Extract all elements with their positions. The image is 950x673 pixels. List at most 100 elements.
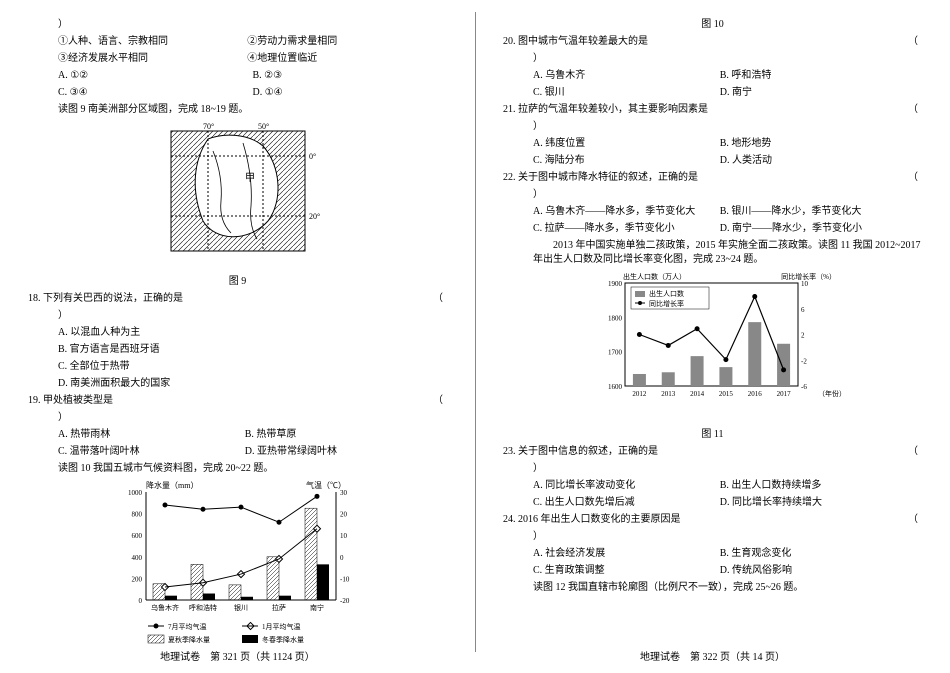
svg-text:-2: -2 <box>801 357 807 365</box>
q21-close: ） <box>503 120 922 134</box>
optC: C. ③④ <box>58 86 253 100</box>
q23-text: 23. 关于图中信息的叙述，正确的是 <box>503 446 658 457</box>
lat0: 0° <box>309 152 316 161</box>
lon70: 70° <box>203 122 214 131</box>
svg-text:400: 400 <box>131 554 142 562</box>
svg-text:1600: 1600 <box>608 383 623 391</box>
roman3: ③经济发展水平相同 <box>58 52 245 66</box>
q24C: C. 生育政策调整 <box>533 564 720 578</box>
svg-text:同比增长率: 同比增长率 <box>649 299 684 308</box>
svg-text:0: 0 <box>340 554 344 562</box>
optB: B. ②③ <box>253 69 448 83</box>
close-paren: ） <box>28 18 447 32</box>
figure-10: 降水量（mm）气温（℃）02004006008001000-20-1001020… <box>98 480 378 673</box>
paren5: （ <box>908 171 918 185</box>
opt-row2: C. ③④ D. ①④ <box>28 86 447 100</box>
q22D: D. 南宁——降水少，季节变化小 <box>720 222 907 236</box>
fig11-intro: 2013 年中国实施单独二孩政策，2015 年实施全面二孩政策。读图 11 我国… <box>503 239 922 267</box>
left-footer: 地理试卷 第 321 页（共 1124 页） <box>0 648 475 663</box>
svg-text:2: 2 <box>801 332 805 340</box>
svg-text:6: 6 <box>801 306 805 314</box>
svg-text:-6: -6 <box>801 383 807 391</box>
q19A: A. 热带雨林 <box>58 428 245 442</box>
svg-text:夏秋季降水量: 夏秋季降水量 <box>168 635 210 644</box>
right-footer: 地理试卷 第 322 页（共 14 页） <box>475 648 950 663</box>
q22-text: 22. 关于图中城市降水特征的叙述，正确的是 <box>503 172 698 183</box>
svg-text:乌鲁木齐: 乌鲁木齐 <box>151 603 179 612</box>
q19D: D. 亚热带常绿阔叶林 <box>245 445 432 459</box>
q18-close: ） <box>28 309 447 323</box>
svg-text:20: 20 <box>340 511 348 519</box>
q23: 23. 关于图中信息的叙述，正确的是 （ <box>503 445 922 459</box>
q19: 19. 甲处植被类型是 （ <box>28 394 447 408</box>
left-page: ） ①人种、语言、宗教相同 ②劳动力需求量相同 ③经济发展水平相同 ④地理位置临… <box>0 0 475 671</box>
q22: 22. 关于图中城市降水特征的叙述，正确的是 （ <box>503 171 922 185</box>
q23row1: A. 同比增长率波动变化B. 出生人口数持续增多 <box>503 479 922 493</box>
q19-close: ） <box>28 411 447 425</box>
q22B: B. 银川——降水少，季节变化大 <box>720 205 907 219</box>
q18A: A. 以混血人种为主 <box>28 326 447 340</box>
q20A: A. 乌鲁木齐 <box>533 69 720 83</box>
q20C: C. 银川 <box>533 86 720 100</box>
q22-close: ） <box>503 188 922 202</box>
q22C: C. 拉萨——降水多，季节变化小 <box>533 222 720 236</box>
lon50: 50° <box>258 122 269 131</box>
fig10-intro: 读图 10 我国五城市气候资料图，完成 20~22 题。 <box>28 462 447 476</box>
svg-text:2015: 2015 <box>718 390 733 398</box>
svg-text:0: 0 <box>138 597 142 605</box>
paren2: （ <box>433 394 443 408</box>
q20row2: C. 银川D. 南宁 <box>503 86 922 100</box>
q24row2: C. 生育政策调整D. 传统风俗影响 <box>503 564 922 578</box>
q24B: B. 生育观念变化 <box>720 547 907 561</box>
svg-text:1700: 1700 <box>608 349 623 357</box>
q23-close: ） <box>503 462 922 476</box>
roman-row1: ①人种、语言、宗教相同 ②劳动力需求量相同 <box>28 35 447 49</box>
fig9-label: 甲 <box>245 173 255 184</box>
q21B: B. 地形地势 <box>720 137 907 151</box>
svg-text:-10: -10 <box>340 575 350 583</box>
right-page: 图 10 20. 图中城市气温年较差最大的是（ ） A. 乌鲁木齐B. 呼和浩特… <box>475 0 950 671</box>
svg-text:降水量（mm）: 降水量（mm） <box>146 480 198 490</box>
q24row1: A. 社会经济发展B. 生育观念变化 <box>503 547 922 561</box>
fig9-intro: 读图 9 南美洲部分区域图，完成 18~19 题。 <box>28 103 447 117</box>
svg-text:10: 10 <box>340 532 348 540</box>
q21-text: 21. 拉萨的气温年较差较小，其主要影响因素是 <box>503 104 708 115</box>
optA: A. ①② <box>58 69 253 83</box>
q21row1: A. 纬度位置B. 地形地势 <box>503 137 922 151</box>
q19-text: 19. 甲处植被类型是 <box>28 395 113 406</box>
paren6: （ <box>908 445 918 459</box>
paren7: （ <box>908 513 918 527</box>
q23B: B. 出生人口数持续增多 <box>720 479 907 493</box>
svg-text:1800: 1800 <box>608 314 623 322</box>
svg-text:出生人口数: 出生人口数 <box>649 289 684 298</box>
svg-text:2017: 2017 <box>776 390 791 398</box>
q18B: B. 官方语言是西班牙语 <box>28 343 447 357</box>
svg-text:1900: 1900 <box>608 280 623 288</box>
svg-text:30: 30 <box>340 489 348 497</box>
optD: D. ①④ <box>253 86 448 100</box>
roman-row2: ③经济发展水平相同 ④地理位置临近 <box>28 52 447 66</box>
q22row2: C. 拉萨——降水多，季节变化小D. 南宁——降水少，季节变化小 <box>503 222 922 236</box>
q18-text: 18. 下列有关巴西的说法，正确的是 <box>28 293 183 304</box>
q23row2: C. 出生人口数先增后减D. 同比增长率持续增大 <box>503 496 922 510</box>
fig11-caption: 图 11 <box>503 428 922 442</box>
svg-text:出生人口数（万人）: 出生人口数（万人） <box>623 272 686 281</box>
q22A: A. 乌鲁木齐——降水多，季节变化大 <box>533 205 720 219</box>
q24A: A. 社会经济发展 <box>533 547 720 561</box>
svg-text:南宁: 南宁 <box>310 603 324 612</box>
q24-text: 24. 2016 年出生人口数变化的主要原因是 <box>503 514 681 525</box>
svg-text:冬春季降水量: 冬春季降水量 <box>262 635 304 644</box>
q19B: B. 热带草原 <box>245 428 432 442</box>
q24-close: ） <box>503 530 922 544</box>
paren3: （ <box>908 35 918 49</box>
fig9-caption: 图 9 <box>28 275 447 289</box>
figure-11: 出生人口数（万人）同比增长率（%）1600170018001900-6-2261… <box>583 271 843 424</box>
q20D: D. 南宁 <box>720 86 907 100</box>
q23A: A. 同比增长率波动变化 <box>533 479 720 493</box>
q21row2: C. 海陆分布D. 人类活动 <box>503 154 922 168</box>
q19row2: C. 温带落叶阔叶林D. 亚热带常绿阔叶林 <box>28 445 447 459</box>
svg-text:同比增长率（%）: 同比增长率（%） <box>781 272 836 281</box>
paren4: （ <box>908 103 918 117</box>
q22row1: A. 乌鲁木齐——降水多，季节变化大B. 银川——降水少，季节变化大 <box>503 205 922 219</box>
q21D: D. 人类活动 <box>720 154 907 168</box>
